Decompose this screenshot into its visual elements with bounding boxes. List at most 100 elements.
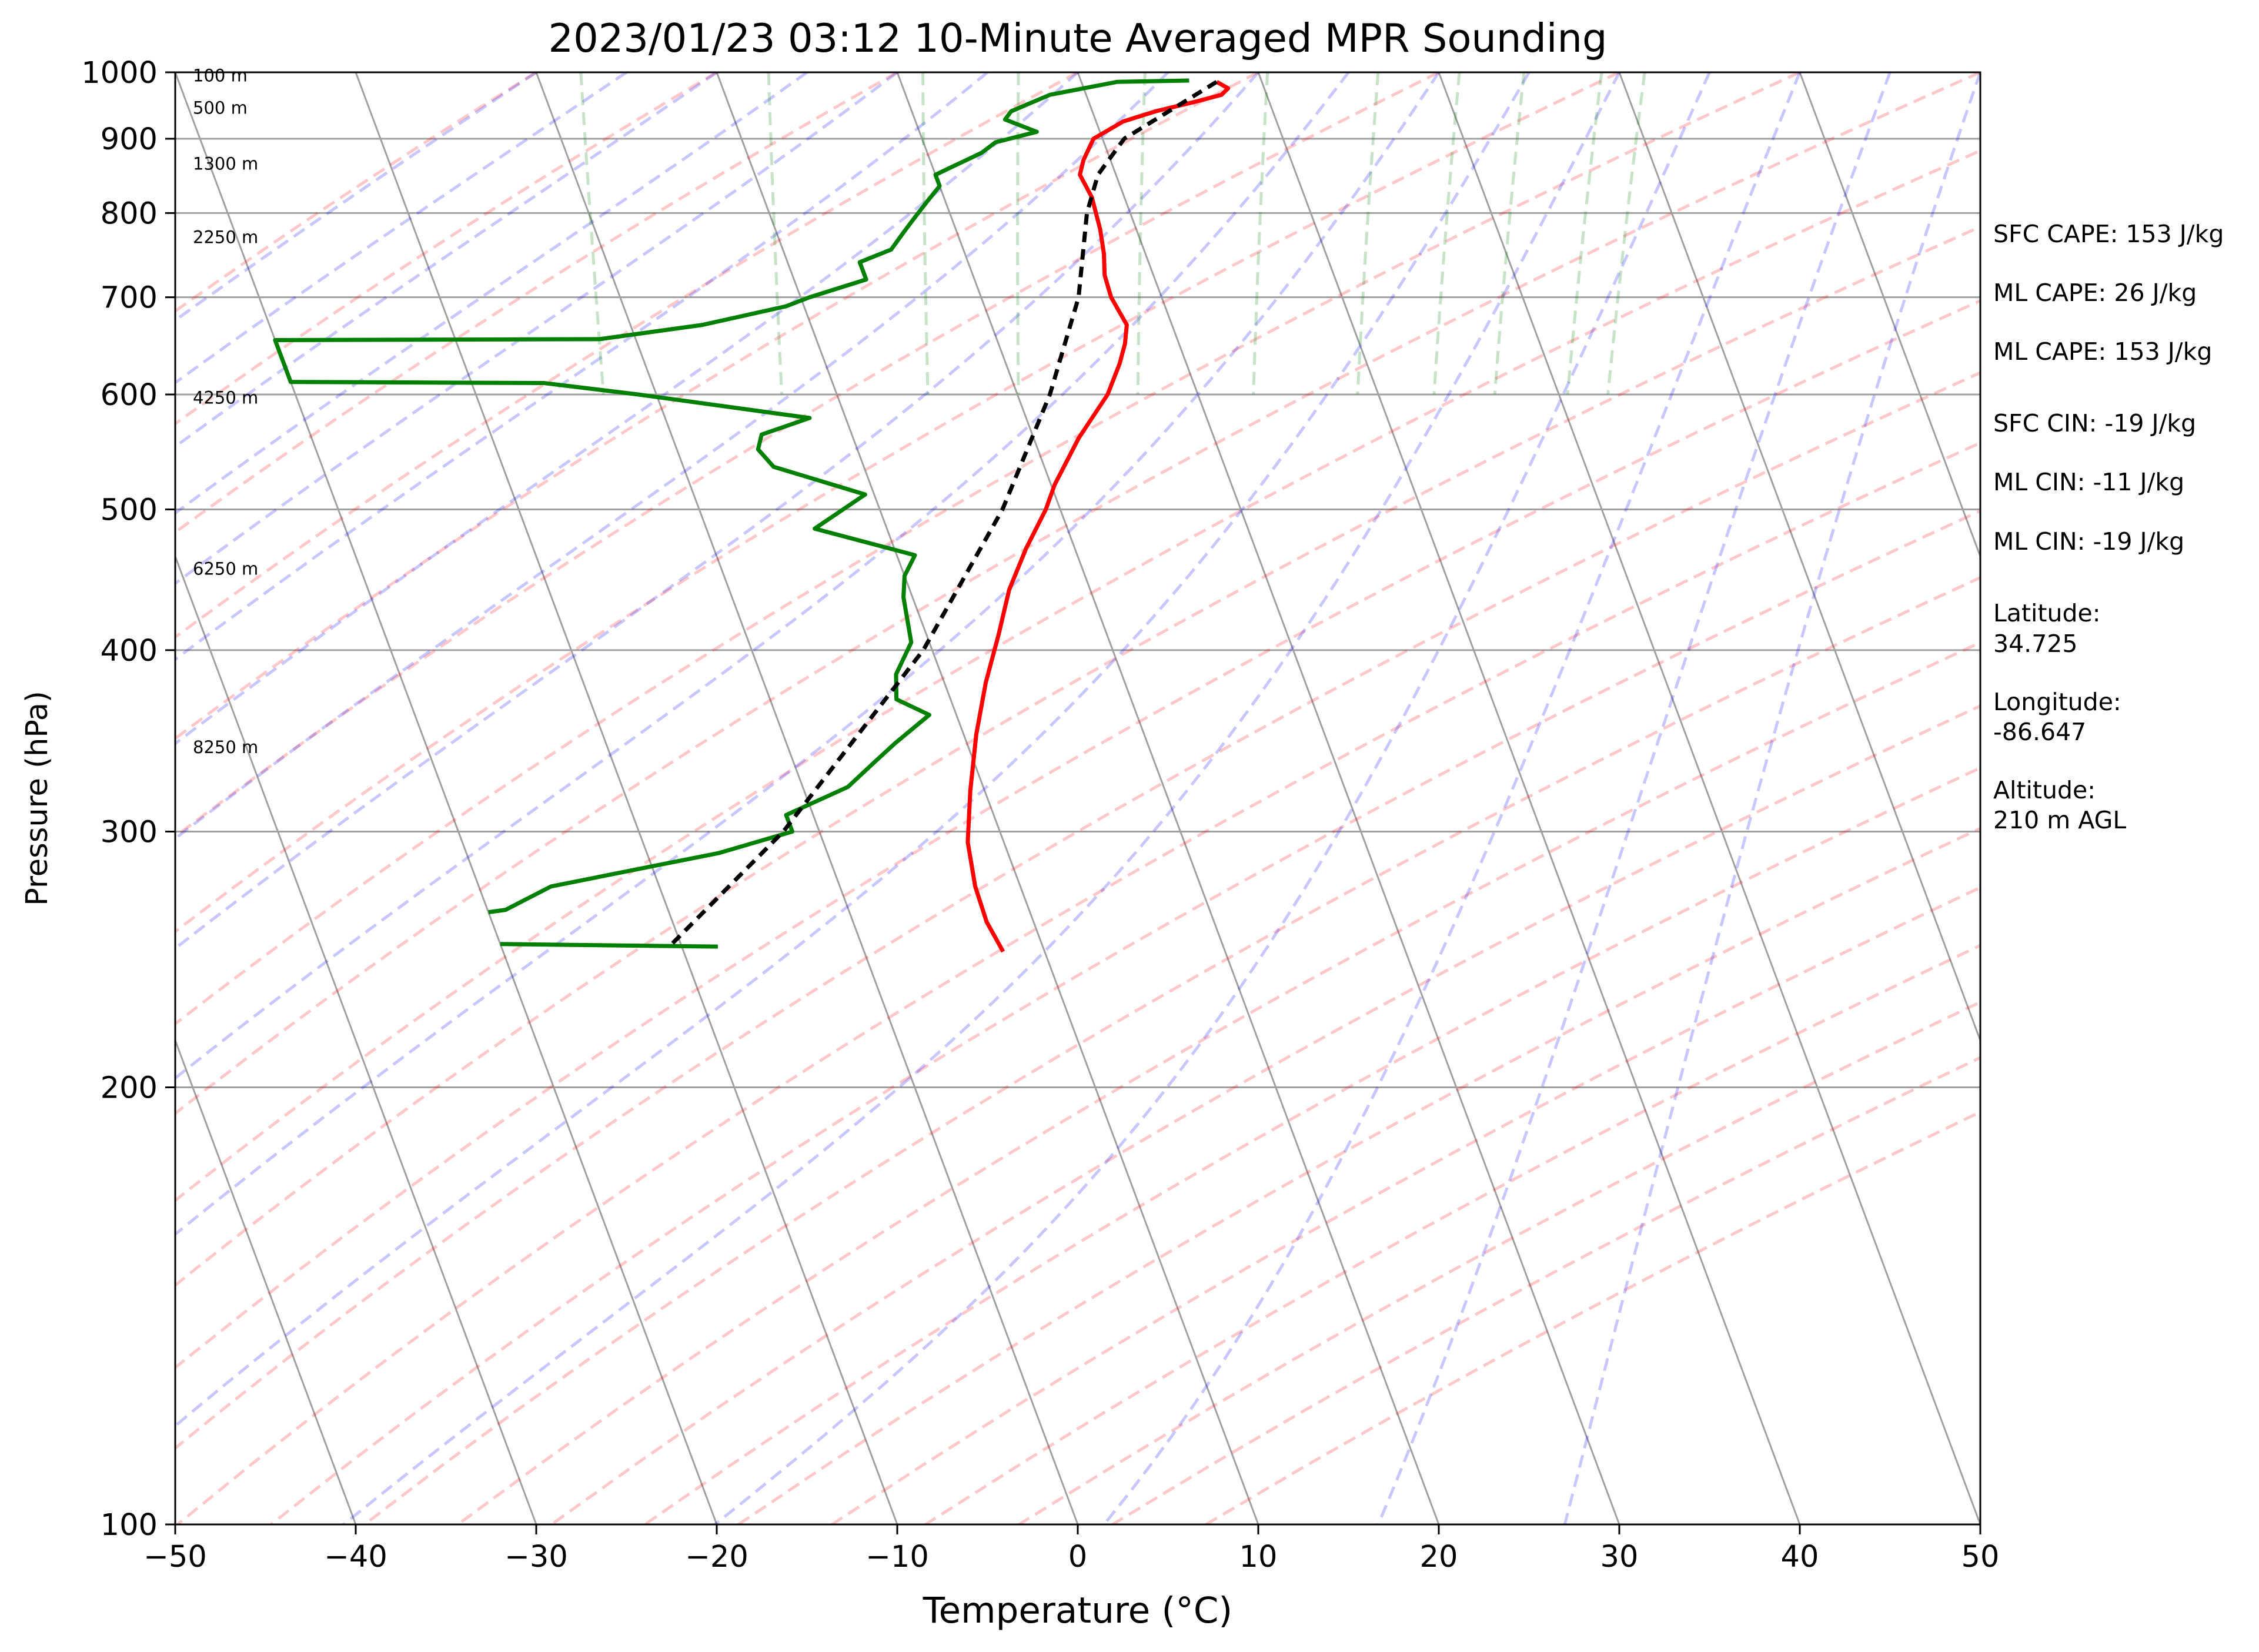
mixing-ratio-line xyxy=(1606,72,1646,395)
y-axis: 100 200 300 400 500 600 700 800 900 1000 xyxy=(81,56,175,1543)
dry-adiabat-line xyxy=(175,72,537,313)
x-tick-label: 50 xyxy=(1961,1540,2000,1574)
moist-adiabat-line xyxy=(175,72,627,385)
moist-adiabat-line xyxy=(1376,72,1892,1524)
dry-adiabat-line xyxy=(363,576,1980,1524)
mixing-ratio-line xyxy=(1566,72,1603,395)
data-series xyxy=(273,78,1231,953)
info-line: SFC CAPE: 153 J/kg xyxy=(1993,220,2224,248)
x-tick-label: 30 xyxy=(1600,1540,1639,1574)
y-tick-label: 800 xyxy=(101,196,158,231)
height-label: 4250 m xyxy=(193,387,258,407)
info-line: Altitude: xyxy=(1993,776,2096,804)
moist-adiabat-line xyxy=(1102,72,1802,1524)
isotherm-line xyxy=(355,72,898,1524)
dry-adiabat-line xyxy=(924,944,1980,1524)
height-label: 1300 m xyxy=(193,154,258,174)
moist-adiabat-line xyxy=(175,72,1079,745)
isotherm-line xyxy=(716,72,1259,1524)
moist-adiabat-line xyxy=(175,72,1259,951)
y-tick-label: 400 xyxy=(101,634,158,668)
info-line: ML CIN: -19 J/kg xyxy=(1993,527,2184,556)
isotherm-line xyxy=(1618,72,1980,1043)
moist-adiabat-line xyxy=(175,72,718,449)
dry-adiabat-line xyxy=(175,149,1980,1203)
x-tick-label: −50 xyxy=(143,1540,207,1574)
background-lines xyxy=(175,72,1980,1524)
x-axis: −50 −40 −30 −20 −10 0 10 20 30 40 50 xyxy=(143,1524,1999,1574)
info-line: Longitude: xyxy=(1993,688,2121,716)
y-tick-label: 500 xyxy=(101,493,158,528)
info-line: ML CAPE: 153 J/kg xyxy=(1993,337,2212,366)
dry-adiabat-line xyxy=(175,72,1259,741)
dewpoint-profile-tail xyxy=(500,942,718,949)
isotherm-line xyxy=(175,72,718,1524)
x-tick-label: −20 xyxy=(685,1540,748,1574)
y-tick-label: 700 xyxy=(101,281,158,316)
info-line: 210 m AGL xyxy=(1993,806,2126,834)
y-tick-label: 900 xyxy=(101,122,158,157)
moist-adiabat-line xyxy=(1563,72,1980,1524)
mixing-ratio-line xyxy=(1432,72,1461,395)
x-tick-label: 10 xyxy=(1239,1540,1278,1574)
height-label: 8250 m xyxy=(193,737,258,757)
dry-adiabat-line xyxy=(175,72,1079,639)
moist-adiabat-line xyxy=(175,72,1350,1081)
y-tick-label: 600 xyxy=(101,378,158,413)
mixing-ratio-line xyxy=(921,72,930,395)
info-line: ML CIN: -11 J/kg xyxy=(1993,468,2184,496)
dry-adiabat-line xyxy=(175,72,1440,839)
height-labels: 100 m 500 m 1300 m 2250 m 4250 m 6250 m 8250 m xyxy=(193,65,258,757)
info-line: ML CAPE: 26 J/kg xyxy=(1993,279,2197,307)
mixing-ratio-line xyxy=(579,72,605,395)
dewpoint-profile xyxy=(273,78,1189,915)
mixing-ratio-line xyxy=(1136,72,1147,395)
moist-adiabat-line xyxy=(175,72,989,661)
moist-adiabat-line xyxy=(714,72,1711,1524)
info-line: Latitude: xyxy=(1993,599,2101,627)
temperature-profile xyxy=(965,80,1231,953)
x-tick-label: 0 xyxy=(1068,1540,1087,1574)
parcel-profile xyxy=(670,80,1218,946)
mixing-ratio-line xyxy=(1356,72,1380,395)
moist-adiabat-line xyxy=(175,72,808,515)
isotherm-line xyxy=(175,554,537,1524)
y-tick-label: 1000 xyxy=(81,56,158,91)
dry-adiabat-line xyxy=(175,299,1980,1370)
chart-title: 2023/01/23 03:12 10-Minute Averaged MPR … xyxy=(548,15,1607,61)
isotherm-line xyxy=(175,1038,357,1524)
moist-adiabat-line xyxy=(342,72,1621,1524)
isotherm-line xyxy=(1077,72,1620,1524)
info-line: -86.647 xyxy=(1993,718,2086,746)
isotherm-line xyxy=(896,72,1440,1524)
moist-adiabat-line xyxy=(175,72,1169,841)
y-axis-label: Pressure (hPa) xyxy=(20,691,55,906)
mixing-ratio-line xyxy=(1252,72,1269,395)
dry-adiabat-line xyxy=(644,766,1980,1524)
isotherm-line xyxy=(1799,72,1980,559)
dry-adiabat-line xyxy=(175,72,1620,934)
info-line: 34.725 xyxy=(1993,630,2077,658)
y-tick-label: 300 xyxy=(101,815,158,850)
x-tick-label: −40 xyxy=(324,1540,387,1574)
info-line: SFC CIN: -19 J/kg xyxy=(1993,409,2196,437)
dry-adiabat-line xyxy=(175,72,1980,1116)
dry-adiabat-line xyxy=(175,72,898,534)
dry-adiabat-line xyxy=(270,509,1980,1524)
dry-adiabat-line xyxy=(550,704,1980,1524)
x-tick-label: 20 xyxy=(1420,1540,1458,1574)
height-label: 100 m xyxy=(193,65,248,85)
dry-adiabat-line xyxy=(175,371,1980,1450)
x-axis-label: Temperature (°C) xyxy=(923,1590,1232,1631)
moist-adiabat-line xyxy=(175,72,537,322)
mixing-ratio-line xyxy=(1493,72,1526,395)
dry-adiabat-line xyxy=(175,72,1801,1026)
x-tick-label: 40 xyxy=(1781,1540,1819,1574)
mixing-ratio-line xyxy=(1016,72,1020,395)
moist-adiabat-line xyxy=(175,72,1530,1428)
isotherm-line xyxy=(1257,72,1801,1524)
moist-adiabat-line xyxy=(175,72,1441,1236)
info-panel: SFC CAPE: 153 J/kg ML CAPE: 26 J/kg ML CAP… xyxy=(1993,220,2224,834)
dry-adiabat-line xyxy=(176,441,1980,1524)
isotherm-line xyxy=(1438,72,1980,1524)
